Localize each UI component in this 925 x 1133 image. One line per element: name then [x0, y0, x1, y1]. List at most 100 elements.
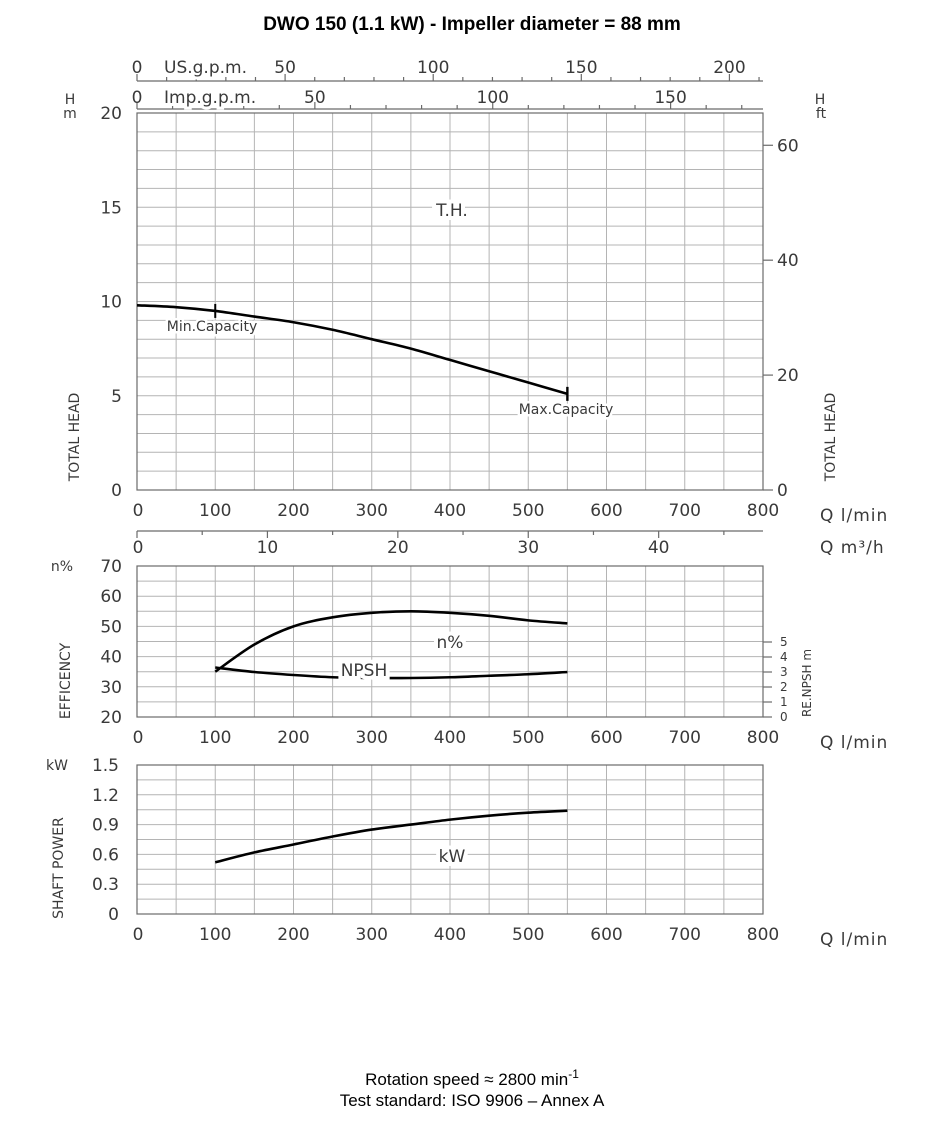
power-panel: 0 100 200 300 400 500 600 700 800 Q l/min 0 0.3 0.6 0… [46, 756, 887, 950]
x-tick-label: 200 [277, 925, 309, 945]
x-tick-label: 0 [133, 728, 144, 748]
head-panel: 0 100 200 300 400 500 600 700 800 Q l/min05101520… [63, 92, 888, 558]
us-gpm-tick-label: 0 [132, 58, 143, 78]
y-right-tick-label: 0 [777, 481, 788, 501]
rotation-speed-value: Rotation speed ≈ 2800 min [365, 1070, 568, 1089]
flow-m3h-tick-label: 20 [387, 538, 409, 558]
x-tick-label: 300 [356, 501, 388, 521]
y-tick-label: 5 [111, 387, 122, 407]
y-tick-label: 30 [100, 678, 122, 698]
x-tick-label: 500 [512, 925, 544, 945]
top-flow-axes: 0 50 100 150 200 US.g.p.m. 0 50 100 150 Imp.g.p.m. [132, 55, 763, 111]
x-tick-label: 700 [669, 501, 701, 521]
us-gpm-tick-label: 50 [274, 58, 296, 78]
imp-gpm-axis-label: Imp.g.p.m. [164, 88, 256, 108]
plot-frame [136, 764, 764, 915]
npsh-series-label: NPSH [341, 661, 388, 681]
test-standard-text: Test standard: ISO 9906 – Annex A [340, 1091, 605, 1110]
y-tick-label: 0.9 [92, 816, 119, 836]
x-axis-unit: Q l/min [820, 506, 888, 526]
y-tick-label: 70 [100, 557, 122, 577]
y-tick-label: 0.3 [92, 875, 119, 895]
y-axis-title: TOTAL HEAD [67, 393, 83, 483]
y-tick-label: 50 [100, 617, 122, 637]
y-tick-label: 1.5 [92, 756, 119, 776]
x-tick-label: 700 [669, 925, 701, 945]
x-tick-label: 500 [512, 501, 544, 521]
x-tick-label: 400 [434, 501, 466, 521]
x-tick-label: 800 [747, 728, 779, 748]
power-series-label: kW [439, 847, 466, 867]
x-tick-label: 100 [199, 501, 231, 521]
x-tick-label: 200 [277, 501, 309, 521]
head-series-label: T.H. [435, 201, 468, 221]
efficiency-panel: 0 100 200 300 400 500 600 700 800 Q l/min20304050… [51, 557, 888, 753]
y-right-axis-title: TOTAL HEAD [823, 393, 839, 483]
y-tick-label: 20 [100, 104, 122, 124]
rotation-speed-exponent: -1 [568, 1067, 579, 1081]
flow-m3h-tick-label: 40 [648, 538, 670, 558]
npsh-tick-label: 4 [780, 650, 788, 664]
imp-gpm-tick-label: 100 [477, 88, 509, 108]
x-tick-label: 300 [356, 925, 388, 945]
y-tick-label: 0 [111, 481, 122, 501]
y-right-tick-label: 60 [777, 136, 799, 156]
flow-m3h-unit: Q m³/h [820, 538, 885, 558]
x-tick-label: 300 [356, 728, 388, 748]
y-tick-label: 15 [100, 198, 122, 218]
x-tick-label: 400 [434, 728, 466, 748]
y-tick-label: 40 [100, 648, 122, 668]
flow-m3h-tick-label: 10 [257, 538, 279, 558]
x-tick-label: 500 [512, 728, 544, 748]
x-tick-label: 600 [590, 728, 622, 748]
efficiency-series-label: n% [437, 633, 464, 653]
imp-gpm-tick-label: 0 [132, 88, 143, 108]
min-capacity-label: Min.Capacity [167, 319, 257, 335]
efficiency-curve [214, 609, 568, 673]
x-tick-label: 600 [590, 501, 622, 521]
y-tick-label: 10 [100, 293, 122, 313]
y-axis-title: SHAFT POWER [51, 817, 67, 919]
npsh-tick-label: 0 [780, 710, 788, 724]
y-axis-unit: kW [46, 758, 68, 774]
x-tick-label: 800 [747, 501, 779, 521]
x-tick-label: 100 [199, 925, 231, 945]
npsh-tick-label: 1 [780, 695, 788, 709]
us-gpm-tick-label: 150 [565, 58, 597, 78]
npsh-tick-label: 2 [780, 680, 788, 694]
y-tick-label: 20 [100, 708, 122, 728]
y-tick-label: 60 [100, 587, 122, 607]
y-tick-label: 0.6 [92, 845, 119, 865]
y-tick-label: 0 [108, 905, 119, 925]
x-tick-label: 600 [590, 925, 622, 945]
us-gpm-tick-label: 200 [713, 58, 745, 78]
x-tick-label: 800 [747, 925, 779, 945]
npsh-tick-label: 5 [780, 635, 788, 649]
x-tick-label: 700 [669, 728, 701, 748]
y-right-tick-label: 40 [777, 251, 799, 271]
x-tick-label: 200 [277, 728, 309, 748]
plot-frame [136, 112, 764, 491]
y-axis-unit: m [63, 106, 77, 122]
npsh-tick-label: 3 [780, 665, 788, 679]
head-curve [136, 303, 568, 396]
y-right-letter: H [815, 92, 826, 108]
flow-m3h-tick-label: 0 [133, 538, 144, 558]
imp-gpm-tick-label: 50 [304, 88, 326, 108]
npsh-curve [215, 666, 568, 680]
y-axis-letter: H [65, 92, 76, 108]
us-gpm-tick-label: 100 [417, 58, 449, 78]
imp-gpm-tick-label: 150 [654, 88, 686, 108]
y-right-tick-label: 20 [777, 366, 799, 386]
x-tick-label: 400 [434, 925, 466, 945]
power-curve [214, 809, 568, 864]
x-tick-label: 100 [199, 728, 231, 748]
x-axis-unit: Q l/min [820, 733, 888, 753]
y-right-axis-title: RE.NPSH m [800, 649, 814, 717]
x-tick-label: 0 [133, 501, 144, 521]
y-axis-title: EFFICENCY [58, 642, 74, 719]
y-right-unit: ft [816, 106, 827, 122]
y-axis-unit: n% [51, 559, 73, 575]
x-tick-label: 0 [133, 925, 144, 945]
